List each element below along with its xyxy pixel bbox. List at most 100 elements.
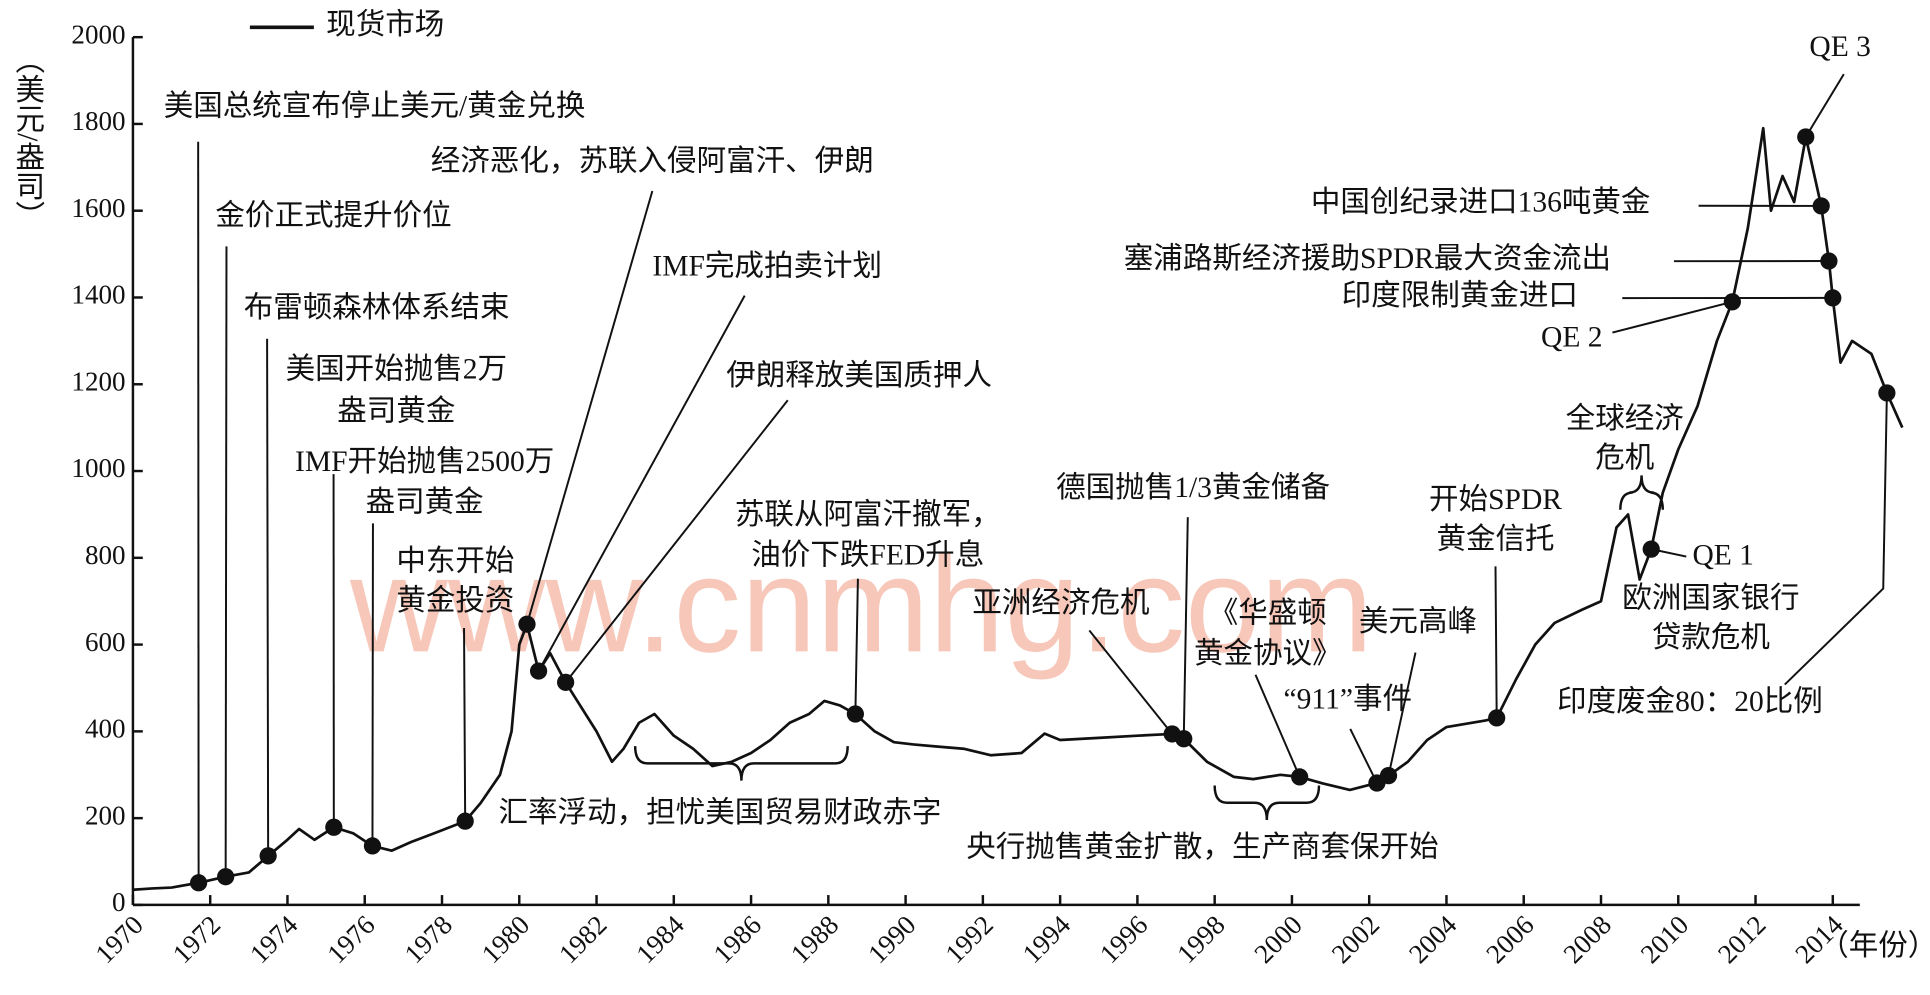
x-tick-label: 1976 [321,910,380,969]
x-tick-label: 1998 [1171,910,1230,969]
x-tick-label: 1996 [1094,910,1153,969]
note-label: 欧洲国家银行 [1622,582,1799,615]
event-dot [846,705,864,723]
annotation-label: 印度废金80：20比例 [1557,685,1823,718]
event-dot [557,673,575,691]
annotation-label: 黄金信托 [1436,523,1554,556]
brace [1619,475,1665,510]
event-dot [1812,197,1830,215]
annotation-label: 亚洲经济危机 [972,587,1149,620]
note-label: 贷款危机 [1652,621,1770,654]
y-tick-label: 1600 [71,193,125,223]
x-tick-label: 1988 [785,910,844,969]
leader-line [1349,728,1378,784]
x-tick-label: 1970 [89,910,148,969]
y-tick-label: 1000 [71,453,125,483]
annotation-label: IMF开始抛售2500万 [295,445,554,478]
x-tick-label: 2000 [1248,910,1307,969]
x-tick-label: 2012 [1712,910,1771,969]
x-tick-label: 1972 [167,910,226,969]
event-dot [1291,768,1309,786]
annotation-label: 中东开始 [396,545,514,578]
leader-line [1088,629,1173,735]
x-axis-label: （年份） [1819,929,1930,962]
legend-label: 现货市场 [326,8,444,41]
event-dot [363,837,382,855]
x-tick-label: 1986 [708,910,767,969]
event-dot [1175,730,1193,748]
event-dot [1824,289,1842,307]
event-dot [529,662,548,680]
annotation-label: 开始SPDR [1429,483,1562,516]
event-dot [1379,767,1398,785]
y-axis-label: （美元/盎司） [11,45,45,230]
x-tick-label: 1990 [862,910,921,969]
annotation-label: 伊朗释放美国质押人 [726,359,992,392]
x-tick-label: 1980 [476,910,535,969]
annotation-label: 黄金投资 [396,584,514,617]
x-tick-label: 1984 [630,909,690,969]
leader-line [1182,517,1189,739]
annotation-label: 美国总统宣布停止美元/黄金兑换 [164,89,586,122]
brace-label: 全球经济 [1566,402,1684,435]
y-tick-label: 1200 [71,366,125,396]
annotation-label: 德国抛售1/3黄金储备 [1056,471,1330,504]
x-tick-label: 1974 [244,909,304,969]
x-tick-label: 1994 [1017,909,1077,969]
leader-line [1494,566,1498,718]
y-tick-label: 1800 [71,106,125,136]
annotation-label: 布雷顿森林体系结束 [244,291,510,324]
brace [1213,785,1321,821]
leader-line [526,190,654,625]
annotation-label: 金价正式提升价位 [215,199,451,232]
event-dot [1797,128,1815,146]
event-dot [189,874,208,892]
annotation-label: 印度限制黄金进口 [1342,279,1578,312]
annotation-label: 美元高峰 [1359,605,1477,638]
y-tick-label: 400 [85,714,126,744]
watermark: www.cnmhg.com [349,528,1373,680]
y-tick-label: 2000 [71,19,125,49]
event-dot [1723,293,1741,311]
leader-line [1784,392,1888,686]
leader-line [266,338,270,856]
brace-label: 汇率浮动，担忧美国贸易财政赤字 [499,796,942,829]
x-tick-label: 1982 [553,910,612,969]
y-tick-label: 0 [112,887,126,917]
annotation-label: 《华盛顿 [1209,596,1327,629]
event-dot [1878,384,1896,402]
x-tick-label: 2002 [1326,910,1385,969]
annotation-label: QE 3 [1809,31,1871,63]
event-dot [325,818,343,836]
leader-line [1254,674,1301,778]
y-tick-label: 200 [85,800,126,830]
x-tick-label: 2006 [1480,910,1539,969]
annotation-label: 盎司黄金 [337,395,455,428]
annotation-label: IMF完成拍卖计划 [652,249,882,282]
annotation-label: 油价下跌FED升息 [751,539,984,572]
event-dot [1820,252,1838,270]
leader-line [224,246,228,877]
annotation-label: 盎司黄金 [366,486,484,519]
leader-line [1612,300,1733,334]
event-dot [456,812,474,830]
annotation-label: “911”事件 [1284,683,1412,716]
event-dot [1642,540,1660,558]
leader-line [463,627,467,822]
leader-line [1804,73,1845,138]
leader-line [1387,652,1417,776]
annotation-label: QE 2 [1541,322,1603,354]
x-tick-label: 2008 [1558,910,1617,969]
annotation-label: 塞浦路斯经济援助SPDR最大资金流出 [1124,242,1611,275]
y-tick-label: 600 [85,627,126,657]
annotation-label: 中国创纪录进口136吨黄金 [1311,185,1651,218]
annotation-label: 苏联从阿富汗撤军， [735,498,1001,531]
x-tick-label: 2004 [1403,909,1463,969]
annotation-label: 美国开始抛售2万 [286,353,507,386]
x-tick-label: 1978 [399,910,458,969]
annotation-label: 经济恶化，苏联入侵阿富汗、伊朗 [431,145,874,178]
brace [633,746,849,781]
y-tick-label: 800 [85,540,126,570]
